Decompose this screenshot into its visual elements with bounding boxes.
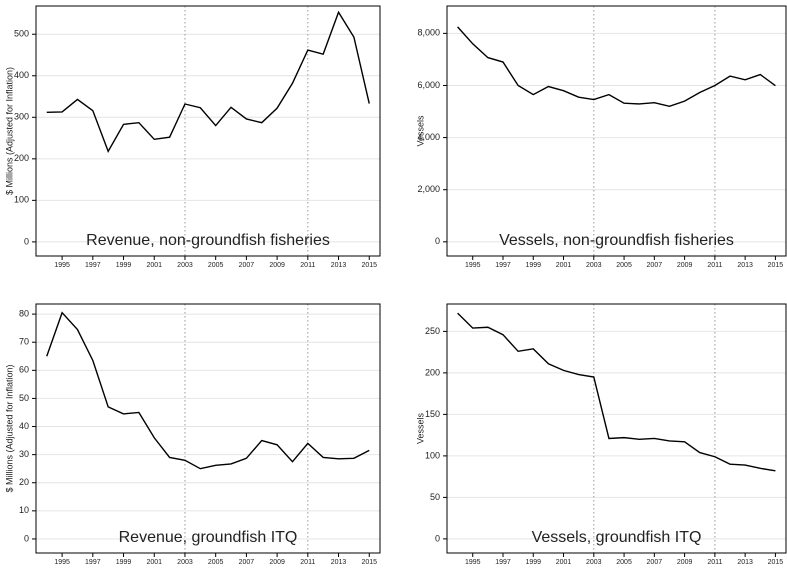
y-tick-label: 0	[435, 236, 440, 246]
y-tick-label: 200	[425, 367, 440, 377]
plot-frame	[35, 5, 381, 257]
x-tick-label: 2003	[586, 559, 602, 566]
y-tick-label: 400	[14, 70, 29, 80]
y-tick-label: 0	[24, 236, 29, 246]
panel-title: Vessels, groundfish ITQ	[532, 529, 702, 546]
x-tick-label: 2001	[146, 559, 162, 566]
y-tick-label: 6,000	[417, 80, 440, 90]
y-tick-label: 80	[19, 308, 29, 318]
y-tick-label: 150	[425, 409, 440, 419]
y-tick-label: 8,000	[417, 28, 440, 38]
x-tick-label: 2003	[177, 559, 193, 566]
y-axis-label: Vessels	[415, 115, 425, 147]
y-tick-label: 50	[430, 492, 440, 502]
panel-title: Vessels, non-groundfish fisheries	[499, 232, 734, 249]
x-tick-label: 2009	[269, 559, 285, 566]
x-tick-label: 2011	[300, 559, 315, 566]
x-tick-label: 1997	[85, 559, 101, 566]
x-tick-label: 2001	[146, 262, 162, 269]
plot-frame	[35, 303, 381, 554]
plot-frame	[446, 5, 787, 257]
x-tick-label: 2001	[556, 262, 572, 269]
y-tick-label: 10	[19, 505, 29, 515]
x-tick-label: 2007	[239, 262, 255, 269]
y-tick-label: 20	[19, 477, 29, 487]
x-tick-label: 2005	[208, 559, 224, 566]
x-tick-label: 1999	[525, 559, 541, 566]
x-tick-label: 2013	[331, 262, 347, 269]
y-tick-label: 300	[14, 112, 29, 122]
x-tick-label: 1995	[465, 559, 481, 566]
x-tick-label: 1997	[85, 262, 101, 269]
y-tick-label: 100	[425, 450, 440, 460]
y-axis-label: $ Millions (Adjusted for Inflation)	[4, 67, 14, 195]
x-tick-label: 2009	[269, 262, 285, 269]
y-tick-label: 200	[14, 153, 29, 163]
data-line	[46, 311, 370, 470]
y-tick-label: 100	[14, 195, 29, 205]
y-tick-label: 50	[19, 393, 29, 403]
panel-title: Revenue, non-groundfish fisheries	[86, 232, 330, 249]
x-tick-label: 2013	[737, 262, 753, 269]
x-tick-label: 2015	[361, 559, 377, 566]
x-tick-label: 2009	[677, 262, 693, 269]
x-tick-label: 2011	[300, 262, 315, 269]
x-tick-label: 2005	[208, 262, 224, 269]
data-line	[46, 10, 370, 153]
x-tick-label: 2011	[707, 262, 722, 269]
x-tick-label: 2005	[616, 559, 632, 566]
y-axis-label: $ Millions (Adjusted for Inflation)	[4, 364, 14, 492]
x-tick-label: 2013	[331, 559, 347, 566]
x-tick-label: 1995	[54, 262, 70, 269]
x-tick-label: 2013	[737, 559, 753, 566]
x-tick-label: 2005	[616, 262, 632, 269]
y-tick-label: 70	[19, 337, 29, 347]
y-tick-label: 0	[435, 533, 440, 543]
y-axis-label: Vessels	[415, 412, 425, 444]
x-tick-label: 2011	[707, 559, 722, 566]
data-line	[457, 312, 776, 472]
panel-title: Revenue, groundfish ITQ	[119, 529, 298, 546]
y-tick-label: 500	[14, 29, 29, 39]
y-tick-label: 40	[19, 421, 29, 431]
x-tick-label: 2007	[239, 559, 255, 566]
x-tick-label: 2007	[647, 262, 663, 269]
x-tick-label: 2015	[768, 262, 784, 269]
x-tick-label: 2009	[677, 559, 693, 566]
x-tick-label: 1997	[495, 262, 511, 269]
x-tick-label: 1995	[54, 559, 70, 566]
x-tick-label: 2003	[586, 262, 602, 269]
x-tick-label: 1999	[116, 262, 132, 269]
y-tick-label: 30	[19, 449, 29, 459]
y-tick-label: 4,000	[417, 132, 440, 142]
x-tick-label: 1995	[465, 262, 481, 269]
x-tick-label: 2001	[556, 559, 572, 566]
x-tick-label: 2015	[361, 262, 377, 269]
x-tick-label: 2015	[768, 559, 784, 566]
x-tick-label: 1999	[116, 559, 132, 566]
y-tick-label: 60	[19, 365, 29, 375]
x-tick-label: 2007	[647, 559, 663, 566]
x-tick-label: 2003	[177, 262, 193, 269]
x-tick-label: 1999	[525, 262, 541, 269]
y-tick-label: 250	[425, 326, 440, 336]
y-tick-label: 0	[24, 533, 29, 543]
plot-frame	[446, 303, 787, 554]
y-tick-label: 2,000	[417, 184, 440, 194]
x-tick-label: 1997	[495, 559, 511, 566]
data-line	[457, 26, 776, 108]
